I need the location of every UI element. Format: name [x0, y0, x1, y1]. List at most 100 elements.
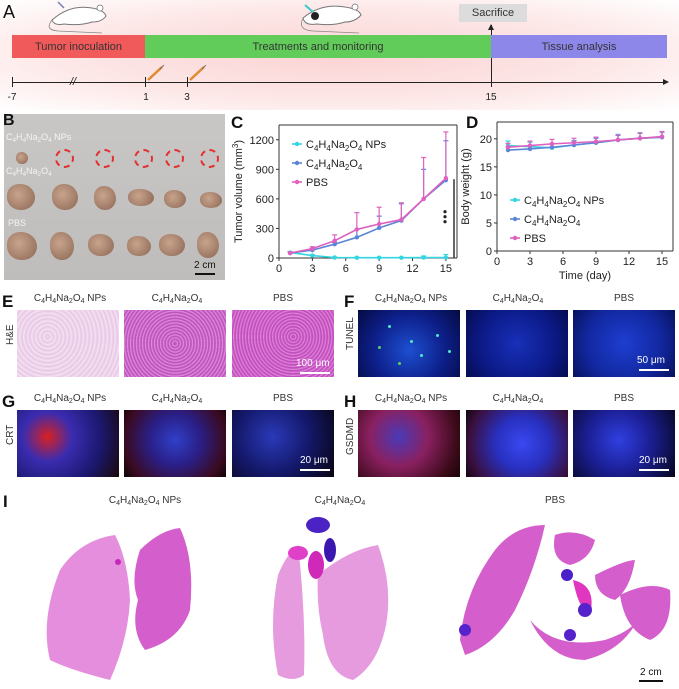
timeline-tick	[12, 77, 13, 87]
scale-bar	[300, 372, 330, 374]
syringe-icon	[189, 64, 207, 81]
tick-label: 15	[485, 92, 497, 103]
scale-bar	[639, 469, 669, 471]
scale-bar	[639, 369, 669, 371]
panel-h-letter: H	[344, 392, 357, 411]
timeline-axis	[12, 82, 667, 83]
sacrifice-arrowhead-icon	[488, 24, 494, 30]
svg-text:C4H4Na2O4 NPs: C4H4Na2O4 NPs	[524, 195, 605, 209]
scale-bar-label: 50 μm	[637, 355, 665, 366]
svg-text:1200: 1200	[250, 135, 274, 147]
row-label-tunel: TUNEL	[345, 317, 356, 350]
tumor-sample	[164, 190, 186, 208]
panel-a-letter: A	[3, 2, 16, 22]
lung-section-nps	[46, 528, 192, 680]
tunel-image-salt	[466, 310, 568, 377]
svg-text:9: 9	[593, 256, 599, 268]
row-label-pbs: PBS	[8, 218, 27, 228]
lung-section-pbs	[459, 525, 671, 660]
svg-text:900: 900	[256, 164, 274, 176]
missing-tumor-marker	[55, 149, 74, 168]
mouse-icon	[48, 1, 107, 34]
panel-d-letter: D	[466, 113, 479, 132]
column-header-salt: C4H4Na2O4	[492, 393, 544, 405]
timeline-tick	[187, 77, 188, 87]
svg-text:20: 20	[480, 134, 492, 146]
svg-text:C4H4Na2O4 NPs: C4H4Na2O4 NPs	[306, 139, 387, 153]
svg-text:C4H4Na2O4: C4H4Na2O4	[524, 214, 581, 228]
svg-text:6: 6	[560, 256, 566, 268]
svg-text:15: 15	[440, 263, 452, 275]
tumor-volume-chart: 0 3 6 9 12 15 0 300 600 900 1200 Tumor volume (mm3)…	[231, 124, 458, 275]
svg-text:6: 6	[343, 263, 349, 275]
column-header-nps: C4H4Na2O4 NPs	[374, 393, 448, 405]
row-label-gsdmd: GSDMD	[345, 417, 356, 455]
row-label-salt: C4H4Na2O4	[6, 166, 52, 178]
tick-label: 1	[143, 92, 149, 103]
tick-label: 3	[184, 92, 190, 103]
mouse-with-tumor-icon	[300, 3, 362, 34]
panel-f-letter: F	[344, 292, 355, 311]
svg-text:Tumor volume (mm3): Tumor volume (mm3)	[231, 140, 245, 243]
tunel-image-nps	[358, 310, 460, 377]
svg-text:PBS: PBS	[306, 177, 328, 189]
svg-text:0: 0	[268, 253, 274, 265]
missing-tumor-marker	[134, 149, 153, 168]
column-header-pbs: PBS	[613, 293, 634, 304]
tumor-sample	[88, 234, 114, 256]
panel-b-letter: B	[3, 112, 15, 129]
he-image-salt	[124, 310, 226, 377]
scale-bar-label: 20 μm	[300, 455, 328, 466]
phase-label: Treatments and monitoring	[252, 40, 384, 53]
svg-text:12: 12	[406, 263, 418, 275]
svg-text:15: 15	[656, 256, 668, 268]
svg-text:5: 5	[486, 218, 492, 230]
crt-image-pbs: 20 μm	[232, 410, 334, 477]
column-header-nps: C4H4Na2O4 NPs	[108, 495, 182, 507]
svg-text:12: 12	[623, 256, 635, 268]
column-header-salt: C4H4Na2O4	[151, 293, 203, 305]
row-label-crt: CRT	[5, 424, 16, 445]
tunel-image-pbs: 50 μm	[573, 310, 675, 377]
sacrifice-label: Sacrifice	[459, 4, 527, 22]
tumor-sample	[7, 184, 35, 210]
gsdmd-image-nps	[358, 410, 460, 477]
timeline-tick	[491, 77, 492, 87]
tumor-sample	[197, 232, 219, 258]
crt-image-nps	[17, 410, 119, 477]
lung-section-salt	[273, 517, 389, 680]
column-header-pbs: PBS	[272, 393, 293, 404]
axis-break-icon: //	[70, 76, 77, 88]
svg-text:600: 600	[256, 194, 274, 206]
panel-c-letter: C	[231, 113, 244, 132]
gsdmd-image-pbs: 20 μm	[573, 410, 675, 477]
svg-text:Time (day): Time (day)	[559, 270, 611, 282]
svg-text:15: 15	[480, 162, 492, 174]
column-header-salt: C4H4Na2O4	[151, 393, 203, 405]
row-label-nps: C4H4Na2O4 NPs	[6, 132, 72, 144]
scale-bar-label: 100 μm	[296, 358, 330, 369]
tumor-sample	[7, 232, 37, 260]
phase-tumor-inoculation: Tumor inoculation	[12, 35, 145, 58]
phase-tissue-analysis: Tissue analysis	[491, 35, 667, 58]
tumor-sample	[128, 189, 154, 206]
svg-text:3: 3	[527, 256, 533, 268]
timeline-arrowhead-icon	[663, 79, 669, 85]
column-header-pbs: PBS	[544, 495, 565, 506]
crt-image-salt	[124, 410, 226, 477]
tumor-sample	[159, 234, 185, 256]
column-header-nps: C4H4Na2O4 NPs	[374, 293, 448, 305]
tumor-sample	[127, 236, 151, 256]
svg-text:300: 300	[256, 223, 274, 235]
svg-text:9: 9	[376, 263, 382, 275]
column-header-pbs: PBS	[613, 393, 634, 404]
he-image-nps	[17, 310, 119, 377]
missing-tumor-marker	[95, 149, 114, 168]
scale-bar	[300, 469, 330, 471]
svg-text:Body weight (g): Body weight (g)	[460, 148, 472, 224]
body-weight-chart: 0 3 6 9 12 15 0 5 10 15 20 Body weight (g) Time (day…	[460, 121, 674, 282]
svg-text:0: 0	[486, 246, 492, 258]
timeline-tick	[145, 77, 146, 87]
scale-bar-label: 20 μm	[639, 455, 667, 466]
syringe-icon	[147, 64, 165, 81]
